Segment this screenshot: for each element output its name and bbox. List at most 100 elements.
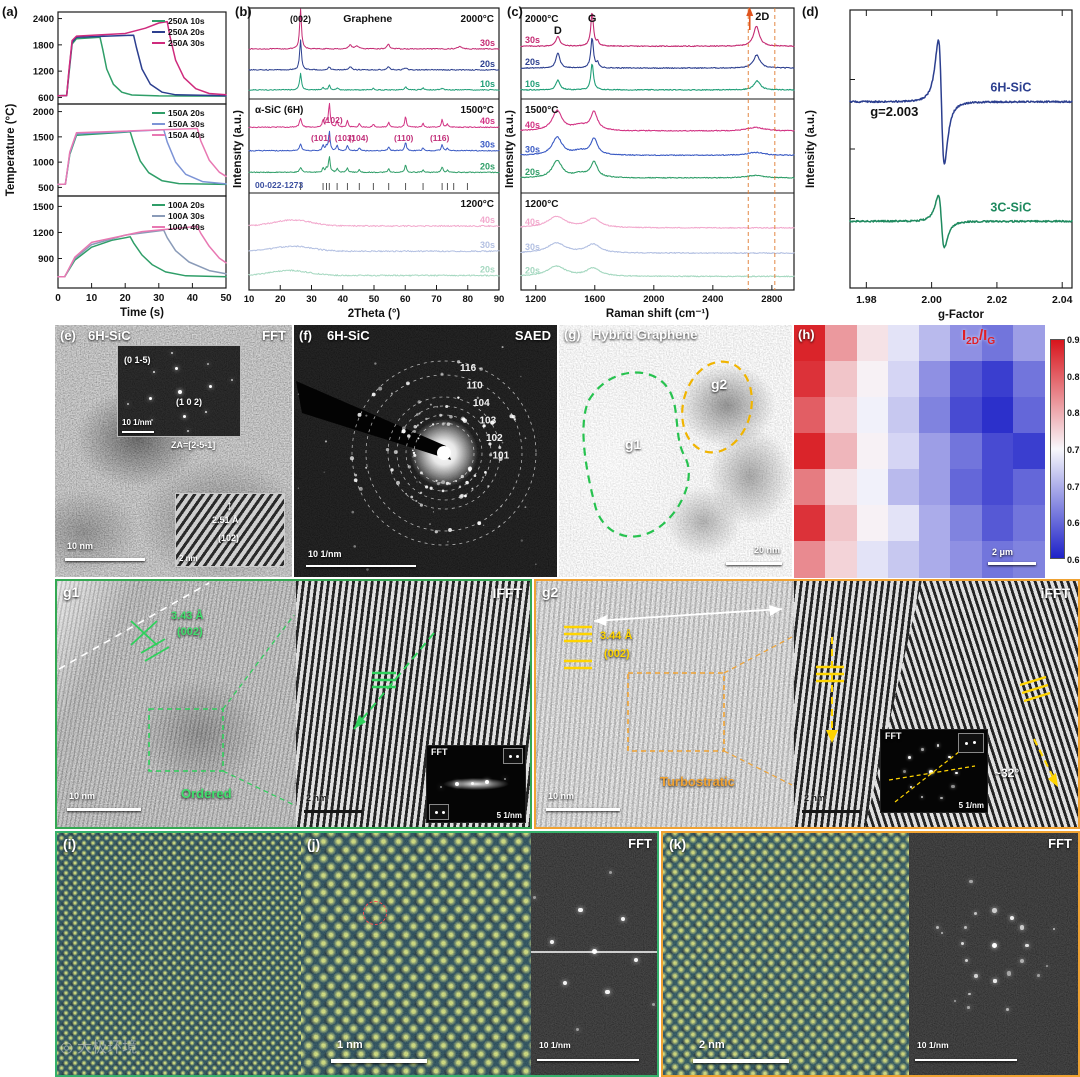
svg-text:100A 30s: 100A 30s xyxy=(168,211,205,221)
svg-text:2.04: 2.04 xyxy=(1052,294,1073,306)
svg-text:G: G xyxy=(588,13,597,25)
fft-subinset xyxy=(958,733,984,753)
fft-scale-label: 10 1/nm xyxy=(122,418,152,427)
fringe-texture xyxy=(536,581,794,827)
svg-text:(102): (102) xyxy=(323,115,343,125)
heatmap-title: I2D/IG xyxy=(962,327,995,347)
fft-spot xyxy=(171,352,173,354)
panel-j-label: (j) xyxy=(307,836,321,852)
svg-text:30: 30 xyxy=(153,293,165,304)
fft-spot xyxy=(948,755,951,759)
svg-text:2800: 2800 xyxy=(761,294,782,305)
heatmap-cell xyxy=(919,433,951,470)
panel-e-title: 6H-SiC xyxy=(88,328,131,343)
scalebar-label-g2-ifft: 2 nm xyxy=(804,793,826,803)
heatmap-cell xyxy=(1012,397,1045,434)
panel-g1-group: g1 3.43 Å (002) Ordered 10 nm IFFT F xyxy=(55,579,532,829)
svg-text:900: 900 xyxy=(38,254,54,265)
colorbar xyxy=(1050,339,1065,559)
svg-text:30s: 30s xyxy=(525,144,540,154)
scalebar-label-j: 1 nm xyxy=(337,1039,363,1051)
svg-text:150A 40s: 150A 40s xyxy=(168,130,205,140)
heatmap-cell xyxy=(887,541,920,578)
g1-fft-inset: FFT 5 1/nm xyxy=(426,745,526,823)
heatmap-cell xyxy=(794,505,826,542)
fft-spot xyxy=(575,1027,579,1031)
panel-k-fft: FFT 10 1/nm xyxy=(909,833,1078,1075)
svg-text:1500°C: 1500°C xyxy=(461,105,494,116)
panel-h-map: (h) I2D/IG 2 μm 0.92 0.87 0.82 0.76 0.71 0.66… xyxy=(794,325,1080,578)
heatmap-cell xyxy=(1012,541,1045,578)
fft-spot xyxy=(578,907,583,913)
heatmap-title-s2: G xyxy=(987,336,996,347)
fft-spot xyxy=(1006,971,1011,976)
fft-spot xyxy=(609,871,613,875)
colorbar-tick: 0.92 xyxy=(1067,335,1080,345)
panel-e-label: (e) xyxy=(60,328,76,343)
fft-spot xyxy=(516,755,519,758)
g2-ifft: iFFT FFT 5 1/nm ~32° 2 nm xyxy=(794,581,1078,827)
saed-pattern: 116 110 104 103 102 101 xyxy=(296,346,537,571)
fft-spot xyxy=(963,925,967,929)
panel-e-hrtem: (e) 6H-SiC FFT (0 1-5) (1 0 2) 10 1/nm Z… xyxy=(55,325,292,577)
fft-spot xyxy=(921,748,924,751)
svg-text:2Theta (°): 2Theta (°) xyxy=(348,308,401,320)
svg-text:1500: 1500 xyxy=(33,132,54,143)
heatmap-cell xyxy=(887,325,920,362)
heatmap-cell xyxy=(825,397,857,434)
panel-b-chart: 30s 20s 10s 2000°C (002) Graphene 40s 30s 20s 150… xyxy=(233,4,504,320)
g2-plane: (002) xyxy=(604,648,630,660)
svg-text:40s: 40s xyxy=(525,120,540,130)
scalebar-g xyxy=(726,562,782,565)
fft-subinset-2 xyxy=(503,748,523,764)
heatmap-cell xyxy=(825,361,857,398)
colorbar-tick: 0.61 xyxy=(1067,555,1080,565)
svg-text:102: 102 xyxy=(486,433,503,444)
heatmap-cell xyxy=(981,469,1014,506)
heatmap-cell xyxy=(856,325,889,362)
heatmap-cell xyxy=(1012,433,1045,470)
svg-text:250A 30s: 250A 30s xyxy=(168,38,205,48)
fft-spot xyxy=(973,741,976,744)
g1-ifft-label: IFFT xyxy=(492,585,522,601)
svg-text:3C-SiC: 3C-SiC xyxy=(990,200,1031,214)
svg-text:100A 20s: 100A 20s xyxy=(168,200,205,210)
heatmap-cell xyxy=(794,433,826,470)
fft-spot xyxy=(504,778,506,780)
heatmap-cell xyxy=(981,325,1014,362)
fft-spot xyxy=(993,979,997,983)
svg-text:116: 116 xyxy=(460,363,477,374)
svg-text:40s: 40s xyxy=(480,215,495,225)
g1-plane: (002) xyxy=(177,626,203,638)
g2-dspacing: 3.44 Å xyxy=(600,630,633,642)
svg-text:2000°C: 2000°C xyxy=(461,14,494,25)
fft-spot xyxy=(562,980,568,986)
scalebar-k xyxy=(693,1059,789,1063)
g1-fft-scale: 5 1/nm xyxy=(496,811,522,820)
tem-shading xyxy=(57,581,296,827)
g2-fft-label: FFT xyxy=(885,731,902,741)
j-fft-label: FFT xyxy=(628,836,652,851)
g2-order-label: Turbostratic xyxy=(660,774,735,789)
fft-spot xyxy=(973,912,977,916)
k-fft-scalebar xyxy=(915,1058,1017,1061)
fft-spot xyxy=(533,895,537,899)
plane-label: (102) xyxy=(218,533,240,543)
heatmap-cell xyxy=(1012,469,1045,506)
svg-text:(103): (103) xyxy=(335,133,355,143)
stem-noise xyxy=(663,833,909,1075)
panel-g2-group: g2 3.44 Å (002) Turbostratic 10 nm xyxy=(534,579,1080,829)
heatmap-cell xyxy=(856,541,889,578)
heatmap-cell xyxy=(825,505,857,542)
stem-noise xyxy=(301,833,531,1075)
svg-text:g-Factor: g-Factor xyxy=(938,309,985,321)
svg-text:20s: 20s xyxy=(525,265,540,275)
panel-j-stem: (j) 1 nm xyxy=(301,833,531,1075)
fft-spot xyxy=(965,959,969,963)
fft-spot-label-2: (1 0 2) xyxy=(176,397,203,407)
fft-subinset-1 xyxy=(429,804,449,820)
heatmap-cell xyxy=(919,397,951,434)
fft-spot xyxy=(633,957,639,963)
